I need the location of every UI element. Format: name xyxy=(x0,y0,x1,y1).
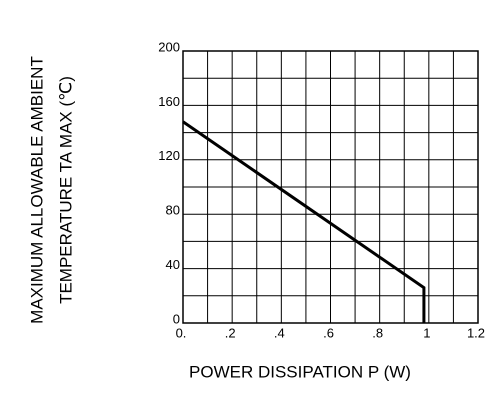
y-tick-label: 80 xyxy=(166,203,180,218)
x-tick-label: 0. xyxy=(176,325,187,340)
y-tick-label: 120 xyxy=(158,148,180,163)
y-tick-label: 40 xyxy=(166,257,180,272)
data-line xyxy=(182,120,426,323)
x-tick-label: .4 xyxy=(274,325,285,340)
y-tick-label: 160 xyxy=(158,94,180,109)
y-tick-label: 200 xyxy=(158,39,180,54)
x-tick-label: 1.2 xyxy=(467,325,485,340)
x-tick-label: 1 xyxy=(423,325,430,340)
x-tick-label: .8 xyxy=(372,325,383,340)
plot-frame xyxy=(182,50,479,324)
y-axis-title: MAXIMUM ALLOWABLE AMBIENT xyxy=(27,56,46,324)
x-tick-label: .6 xyxy=(323,325,334,340)
y-tick-label: 0 xyxy=(173,311,180,326)
x-tick-label: .2 xyxy=(225,325,236,340)
y-axis-title: TEMPERATURE TA MAX (℃) xyxy=(56,76,75,304)
x-axis-title: POWER DISSIPATION P (W) xyxy=(189,362,411,381)
